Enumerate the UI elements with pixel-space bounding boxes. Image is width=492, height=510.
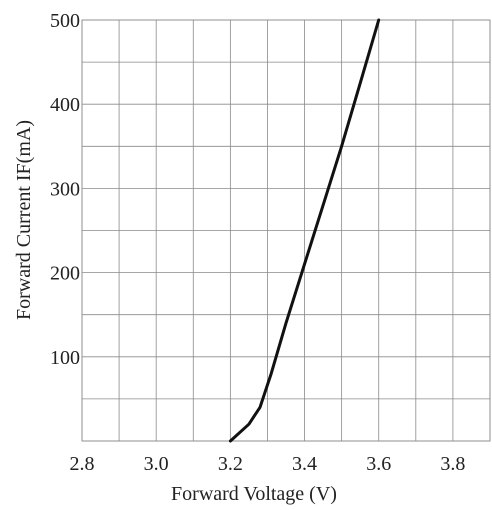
iv-curve-line: [228, 18, 381, 443]
series-group: [228, 18, 381, 443]
y-tick-label: 200: [50, 263, 80, 285]
x-tick-label: 3.0: [144, 453, 169, 475]
x-tick-label: 3.8: [440, 453, 465, 475]
x-tick-label: 3.6: [366, 453, 391, 475]
y-tick-label: 300: [50, 178, 80, 200]
y-tick-label: 100: [50, 347, 80, 369]
x-axis-label: Forward Voltage (V): [171, 483, 337, 505]
y-axis-label: Forward Current IF(mA): [13, 120, 35, 320]
y-tick-label: 500: [50, 10, 80, 32]
y-tick-label: 400: [50, 94, 80, 116]
x-tick-labels: 2.8 3.0 3.2 3.4 3.6 3.8: [70, 453, 466, 475]
x-tick-label: 3.4: [292, 453, 317, 475]
y-tick-labels: 100 200 300 400 500: [50, 10, 80, 369]
plot-frame: [81, 19, 491, 442]
x-tick-label: 2.8: [70, 453, 95, 475]
x-tick-label: 3.2: [218, 453, 243, 475]
grid: [81, 19, 491, 442]
